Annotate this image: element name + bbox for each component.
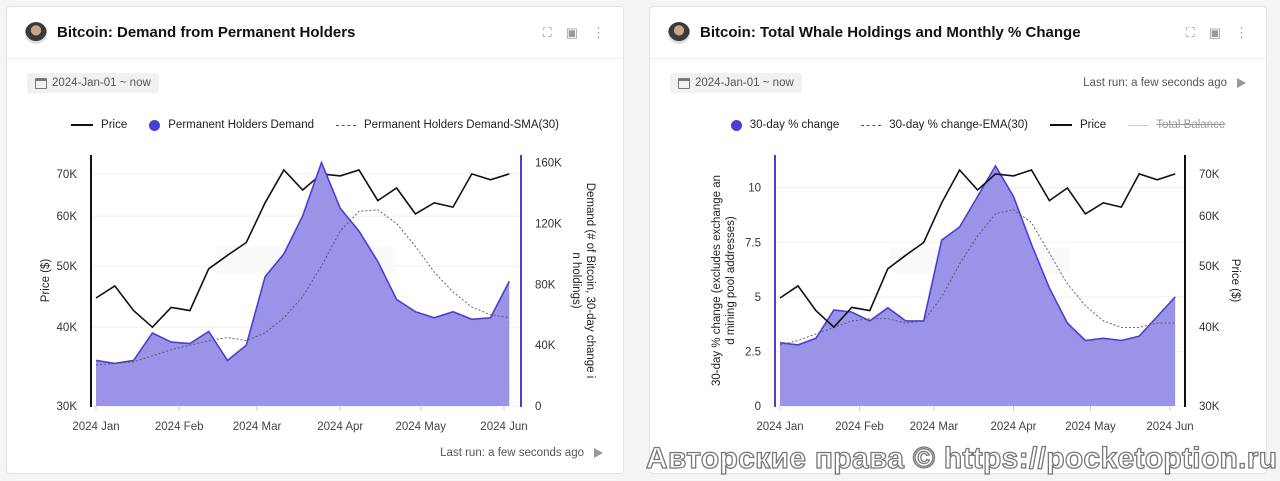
y-right-tick-label: 120K	[535, 218, 562, 230]
panel-header: Bitcoin: Total Whale Holdings and Monthl…	[650, 7, 1266, 59]
y-right-tick-label: 70K	[1199, 169, 1220, 181]
y-right-tick-label: 30K	[1199, 401, 1220, 413]
y-left-axis-title: Price ($)	[40, 259, 52, 303]
x-tick-label: 2024 Jan	[756, 421, 803, 433]
legend-label: Price	[101, 119, 128, 131]
y-left-tick-label: 60K	[57, 211, 78, 223]
legend-item-sma[interactable]: Permanent Holders Demand-SMA(30)	[336, 119, 559, 131]
x-tick-label: 2024 Apr	[990, 421, 1036, 433]
last-run-text: Last run: a few seconds ago	[1083, 77, 1227, 89]
y-right-tick-label: 40K	[1199, 322, 1220, 334]
y-left-tick-label: 5	[755, 292, 761, 304]
y-left-tick-label: 30K	[57, 401, 78, 413]
y-left-tick-label: 7.5	[745, 237, 761, 249]
x-tick-label: 2024 Jun	[1146, 421, 1193, 433]
y-right-tick-label: 40K	[535, 340, 556, 352]
legend-label: Permanent Holders Demand-SMA(30)	[364, 119, 559, 131]
date-range-chip[interactable]: 2024-Jan-01 ~ now	[27, 73, 159, 93]
date-range-chip[interactable]: 2024-Jan-01 ~ now	[670, 73, 802, 93]
fullscreen-icon[interactable]: ⛶	[1185, 25, 1195, 40]
y-left-tick-label: 2.5	[745, 346, 761, 358]
legend-item-ema[interactable]: 30-day % change-EMA(30)	[861, 119, 1028, 131]
chart-permanent-holders: 30K 40K 50K 60K 70K 0 40K 80K 120K 160K 2024 Jan 20…	[40, 155, 596, 433]
legend-label: Permanent Holders Demand	[168, 119, 314, 131]
line-price	[779, 168, 1176, 329]
more-icon[interactable]: ⋮	[592, 25, 605, 40]
console-icon[interactable]: ▣	[1208, 25, 1221, 40]
run-play-icon[interactable]	[1237, 78, 1246, 88]
legend-item-total-balance[interactable]: Total Balance	[1128, 119, 1225, 131]
y-right-tick-label: 0	[535, 401, 541, 413]
avatar	[25, 21, 47, 44]
area-permanent-holders-demand	[96, 162, 510, 406]
y-right-axis-title: Demand (# of Bitcoin, 30-day change in h…	[570, 183, 596, 379]
chart-panel-whale-holdings: Bitcoin: Total Whale Holdings and Monthl…	[649, 6, 1267, 474]
x-tick-label: 2024 Jun	[480, 421, 527, 433]
y-left-axis-title: 30-day % change (excludes exchange an d m…	[711, 175, 737, 386]
y-right-tick-label: 50K	[1199, 261, 1220, 273]
chart-whale-holdings: 0 2.5 5 7.5 10 30K 40K 50K 60K 70K 2024 Jan 2024 Fe…	[711, 155, 1241, 433]
area-30-day-change	[780, 165, 1176, 406]
panel-title: Bitcoin: Demand from Permanent Holders	[57, 24, 356, 41]
legend-label: 30-day % change-EMA(30)	[889, 119, 1028, 131]
x-tick-label: 2024 May	[396, 421, 447, 433]
y-right-tick-label: 80K	[535, 279, 556, 291]
fullscreen-icon[interactable]: ⛶	[542, 25, 552, 40]
y-left-tick-label: 40K	[57, 322, 78, 334]
x-tick-label: 2024 Jan	[72, 421, 119, 433]
y-right-axis-title: Price ($)	[1229, 259, 1241, 303]
console-icon[interactable]: ▣	[565, 25, 578, 40]
legend: Price Permanent Holders Demand Permanent…	[7, 119, 623, 131]
x-tick-label: 2024 May	[1065, 421, 1116, 433]
avatar	[668, 21, 690, 44]
y-right-tick-label: 60K	[1199, 211, 1220, 223]
date-range-label: 2024-Jan-01 ~ now	[52, 77, 151, 89]
y-left-tick-label: 10	[748, 183, 761, 195]
last-run: Last run: a few seconds ago	[1083, 77, 1246, 89]
panel-title: Bitcoin: Total Whale Holdings and Monthl…	[700, 24, 1081, 41]
legend-label: Total Balance	[1156, 119, 1226, 131]
x-tick-label: 2024 Apr	[317, 421, 363, 433]
line-30-day-change	[779, 164, 1176, 346]
legend: 30-day % change 30-day % change-EMA(30) …	[650, 119, 1266, 131]
more-icon[interactable]: ⋮	[1235, 25, 1248, 40]
last-run: Last run: a few seconds ago	[440, 447, 603, 459]
date-range-label: 2024-Jan-01 ~ now	[695, 77, 794, 89]
watermark: Авторские права © https://pocketoption.r…	[645, 441, 1278, 475]
x-tick-label: 2024 Mar	[233, 421, 282, 433]
y-left-tick-label: 0	[755, 401, 761, 413]
legend-item-price[interactable]: Price	[1049, 119, 1107, 131]
panel-header: Bitcoin: Demand from Permanent Holders ⛶…	[7, 7, 623, 59]
legend-label: 30-day % change	[749, 119, 840, 131]
legend-item-change[interactable]: 30-day % change	[730, 119, 840, 131]
line-30-day-change-ema-30-	[779, 209, 1176, 346]
run-play-icon[interactable]	[594, 448, 603, 458]
legend-label: Price	[1079, 119, 1107, 131]
x-tick-label: 2024 Feb	[155, 421, 204, 433]
line-price	[95, 168, 510, 329]
legend-item-price[interactable]: Price	[71, 119, 127, 131]
y-right-tick-label: 160K	[535, 158, 562, 170]
chart-panel-permanent-holders: Bitcoin: Demand from Permanent Holders ⛶…	[6, 6, 624, 474]
calendar-icon	[35, 77, 47, 89]
y-left-tick-label: 70K	[57, 169, 78, 181]
y-left-tick-label: 50K	[57, 261, 78, 273]
line-permanent-holders-demand	[95, 160, 511, 365]
calendar-icon	[678, 77, 690, 89]
x-tick-label: 2024 Mar	[910, 421, 959, 433]
x-tick-label: 2024 Feb	[835, 421, 884, 433]
last-run-text: Last run: a few seconds ago	[440, 447, 584, 459]
legend-item-demand[interactable]: Permanent Holders Demand	[149, 119, 314, 131]
